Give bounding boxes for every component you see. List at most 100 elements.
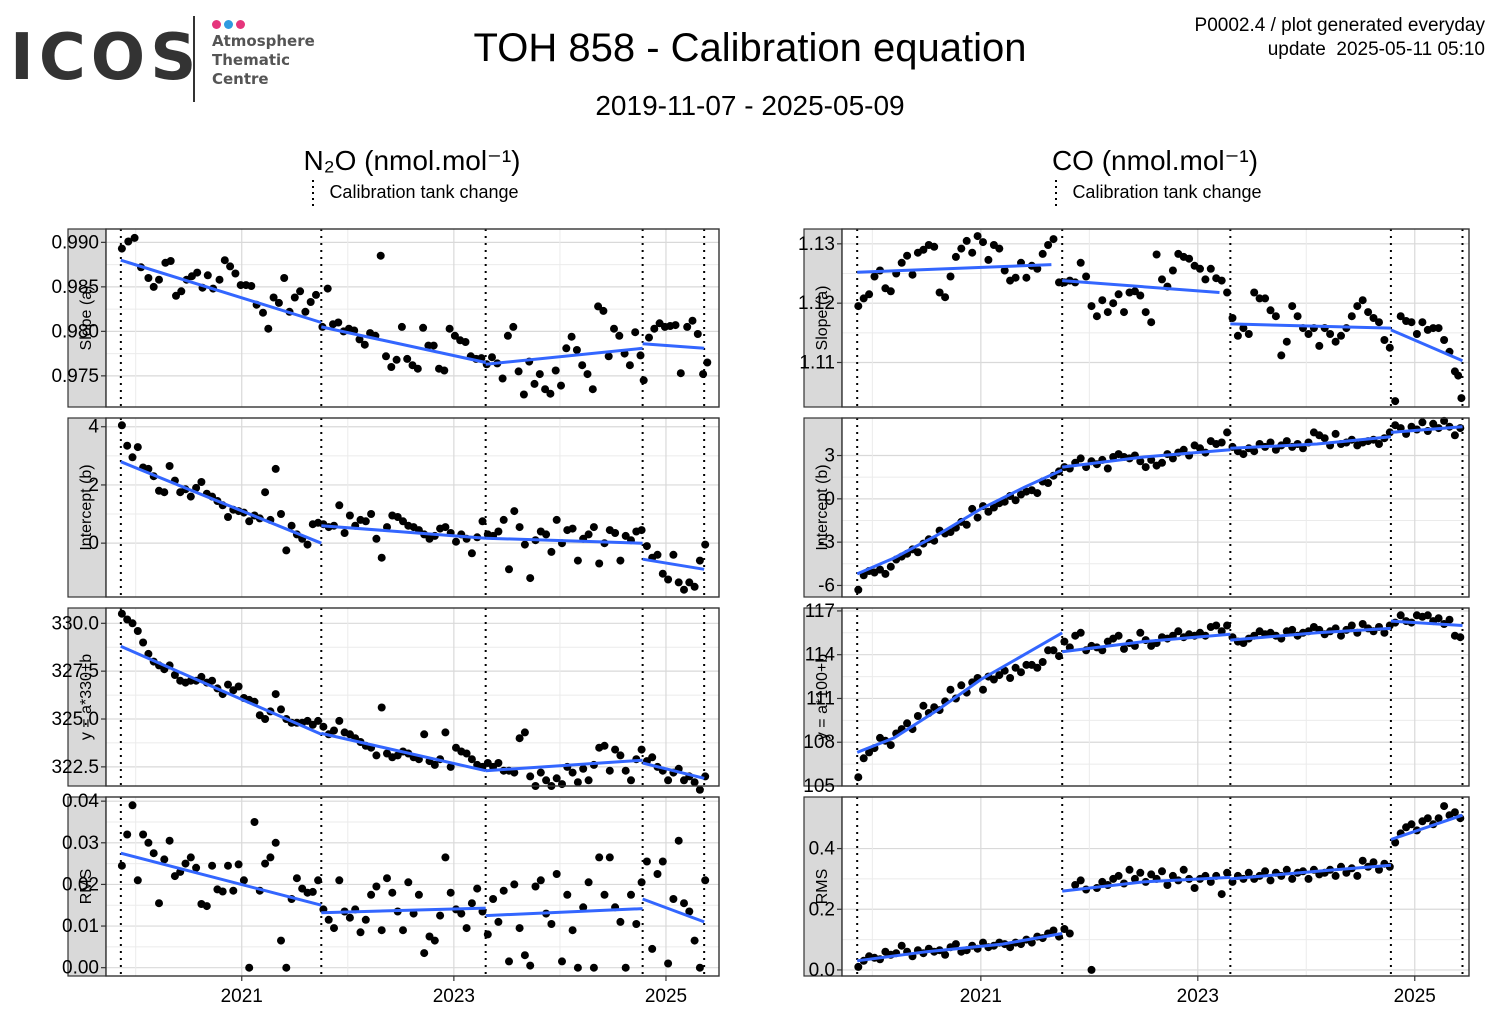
data-point xyxy=(1087,302,1096,311)
data-point xyxy=(680,899,688,908)
fit-line xyxy=(857,932,1063,963)
data-point xyxy=(1457,394,1466,403)
data-point xyxy=(1114,871,1123,880)
data-point xyxy=(461,338,470,346)
data-point xyxy=(166,257,175,265)
y-tick-label: 0.985 xyxy=(51,277,99,298)
data-point xyxy=(1423,814,1432,823)
data-point xyxy=(1288,874,1297,883)
data-point xyxy=(440,366,449,375)
fit-line xyxy=(1390,328,1464,363)
data-point xyxy=(170,671,179,679)
data-point xyxy=(308,887,317,896)
data-point xyxy=(1136,457,1145,466)
data-point xyxy=(1233,331,1242,340)
data-point xyxy=(1223,428,1232,437)
data-point xyxy=(430,760,439,769)
data-point xyxy=(215,275,224,284)
data-point xyxy=(1223,621,1232,630)
data-point xyxy=(177,287,186,296)
panel-border xyxy=(841,417,1470,598)
data-point xyxy=(155,275,163,284)
data-point xyxy=(680,585,688,594)
data-point xyxy=(1396,312,1405,321)
y-tick-label: 330.0 xyxy=(51,613,99,634)
data-point xyxy=(865,748,874,757)
data-point xyxy=(876,565,884,574)
data-point xyxy=(1385,343,1394,352)
panel-border xyxy=(841,228,1470,408)
data-point xyxy=(139,638,148,647)
data-point xyxy=(1244,330,1253,338)
data-point xyxy=(1136,291,1145,300)
data-point xyxy=(306,298,315,306)
data-point xyxy=(573,778,582,787)
data-point xyxy=(881,569,890,578)
data-point xyxy=(123,441,132,450)
y-tick-label: 1.11 xyxy=(799,353,835,374)
data-point xyxy=(621,963,630,972)
data-point xyxy=(621,531,630,540)
data-point xyxy=(1038,249,1047,258)
data-point xyxy=(226,262,235,271)
data-point xyxy=(372,751,381,760)
data-point xyxy=(382,352,390,361)
data-point xyxy=(1060,925,1069,933)
data-point xyxy=(616,917,625,926)
data-point xyxy=(220,256,229,265)
data-point xyxy=(568,768,577,777)
data-point xyxy=(1299,444,1307,453)
panel-strip-label: Intercept (b) xyxy=(814,464,831,550)
panel-strip-label: y = a*330+b xyxy=(78,654,95,740)
data-point xyxy=(165,836,174,845)
data-point xyxy=(1304,874,1313,883)
data-point xyxy=(604,352,613,361)
data-point xyxy=(1239,639,1248,647)
data-point xyxy=(261,715,270,723)
data-point xyxy=(1223,288,1232,297)
data-point xyxy=(1033,264,1042,273)
data-point xyxy=(584,530,593,539)
data-point xyxy=(510,880,519,889)
data-point xyxy=(664,575,673,584)
data-point xyxy=(595,853,604,862)
data-point xyxy=(1326,330,1335,338)
fit-line xyxy=(642,342,705,350)
panel-strip xyxy=(803,607,843,787)
data-point xyxy=(376,251,385,260)
data-point xyxy=(445,324,454,333)
data-point xyxy=(1440,802,1449,811)
data-point xyxy=(234,860,243,869)
legend-label: Calibration tank change xyxy=(329,182,518,202)
data-point xyxy=(599,306,608,315)
data-point xyxy=(611,745,620,754)
data-point xyxy=(690,778,699,787)
data-point xyxy=(968,504,977,513)
data-point xyxy=(117,861,126,870)
y-tick-label: 325.0 xyxy=(51,709,99,730)
data-point xyxy=(1049,646,1058,655)
data-point xyxy=(594,302,603,311)
data-point xyxy=(186,492,195,501)
y-tick-label: 0 xyxy=(824,489,835,510)
y-tick-label: 0.02 xyxy=(62,874,99,895)
x-tick-label: 2023 xyxy=(433,986,475,1007)
data-point xyxy=(1109,299,1118,308)
data-point xyxy=(1000,266,1009,275)
data-point xyxy=(547,920,556,928)
logo-line: Atmosphere xyxy=(212,32,315,50)
data-point xyxy=(117,421,126,430)
data-point xyxy=(1277,351,1286,360)
data-point xyxy=(499,515,508,524)
plot-area xyxy=(106,229,719,407)
data-point xyxy=(1147,870,1156,879)
data-point xyxy=(1255,294,1264,303)
data-point xyxy=(399,926,407,935)
data-point xyxy=(567,332,576,341)
panel-3: y = a*330+b 322.5 325.0 327.5 330.0 xyxy=(51,607,720,794)
data-point xyxy=(1342,868,1351,877)
data-point xyxy=(1212,621,1221,630)
data-point xyxy=(1239,324,1248,333)
data-point xyxy=(605,853,614,862)
data-point xyxy=(563,890,572,899)
